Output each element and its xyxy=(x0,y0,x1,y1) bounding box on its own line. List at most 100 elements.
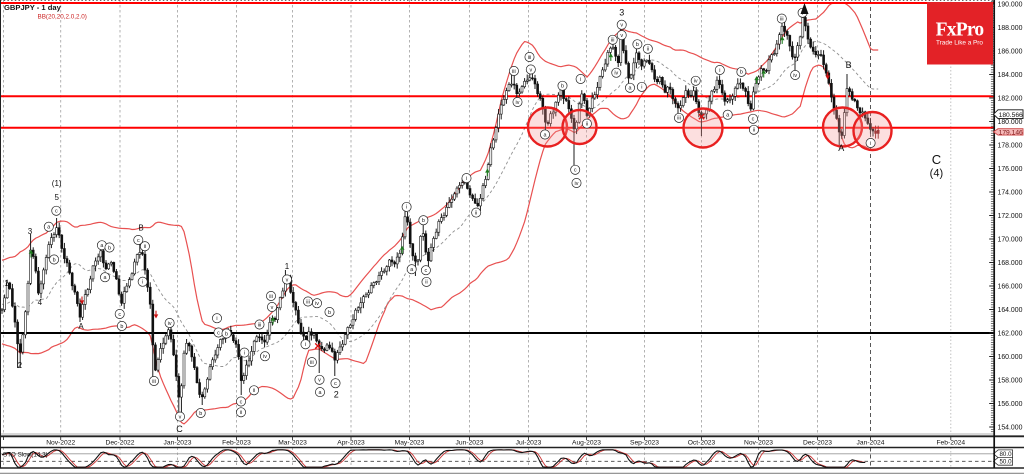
svg-text:186.000: 186.000 xyxy=(998,48,1023,55)
svg-text:iii: iii xyxy=(152,379,156,385)
svg-text:i: i xyxy=(305,342,306,348)
svg-text:Nov-2022: Nov-2022 xyxy=(46,439,75,446)
svg-text:ii: ii xyxy=(253,388,255,394)
svg-text:b: b xyxy=(328,310,331,316)
svg-text:v: v xyxy=(620,33,623,39)
svg-text:iv: iv xyxy=(575,181,579,187)
svg-text:ii: ii xyxy=(586,121,588,127)
svg-text:ii: ii xyxy=(475,210,477,216)
svg-text:BB(20,20,2.0,2.0): BB(20,20,2.0,2.0) xyxy=(38,14,87,21)
svg-text:A: A xyxy=(78,322,84,331)
svg-text:c: c xyxy=(240,399,243,405)
svg-text:3: 3 xyxy=(28,227,33,236)
svg-text:Mar-2023: Mar-2023 xyxy=(278,439,307,446)
svg-text:c: c xyxy=(752,117,755,123)
svg-text:B: B xyxy=(846,60,852,70)
svg-text:182.000: 182.000 xyxy=(998,95,1023,102)
svg-text:i: i xyxy=(580,77,581,83)
svg-text:Jul-2023: Jul-2023 xyxy=(516,439,542,446)
svg-text:iii: iii xyxy=(306,299,310,305)
svg-text:i: i xyxy=(466,176,467,182)
svg-text:1: 1 xyxy=(4,279,9,288)
svg-text:Jun-2023: Jun-2023 xyxy=(456,439,484,446)
svg-text:i: i xyxy=(641,85,642,91)
svg-text:Apr-2023: Apr-2023 xyxy=(337,439,365,446)
svg-text:50.0: 50.0 xyxy=(999,459,1012,466)
svg-text:iv: iv xyxy=(793,73,797,79)
svg-text:v: v xyxy=(286,277,289,283)
svg-text:188.000: 188.000 xyxy=(998,25,1023,32)
svg-text:b: b xyxy=(108,245,111,251)
svg-text:iii: iii xyxy=(528,55,532,61)
svg-text:ii: ii xyxy=(144,244,146,250)
svg-text:168.000: 168.000 xyxy=(998,260,1023,267)
svg-text:b: b xyxy=(120,324,123,330)
svg-text:a: a xyxy=(100,243,103,249)
svg-text:ii: ii xyxy=(753,128,755,134)
svg-text:C: C xyxy=(932,152,941,167)
svg-text:a: a xyxy=(319,390,322,396)
svg-text:iii: iii xyxy=(258,322,262,328)
svg-text:179.146: 179.146 xyxy=(999,129,1023,136)
svg-text:Dec-2022: Dec-2022 xyxy=(106,439,135,446)
svg-text:158.000: 158.000 xyxy=(998,377,1023,384)
svg-text:v: v xyxy=(179,414,182,420)
svg-text:a: a xyxy=(629,86,632,92)
svg-text:i: i xyxy=(719,68,720,74)
svg-text:iii: iii xyxy=(269,294,273,300)
svg-text:c: c xyxy=(574,168,577,174)
svg-text:(1): (1) xyxy=(52,179,62,188)
svg-text:Sep-2023: Sep-2023 xyxy=(630,439,659,446)
svg-text:iv: iv xyxy=(614,71,618,77)
svg-text:b: b xyxy=(225,331,228,337)
svg-text:B: B xyxy=(138,224,143,233)
svg-text:180.000: 180.000 xyxy=(998,119,1023,126)
svg-text:154.000: 154.000 xyxy=(998,424,1023,431)
svg-text:v: v xyxy=(271,305,274,311)
svg-text:Jan-2024: Jan-2024 xyxy=(857,439,885,446)
svg-text:iv: iv xyxy=(516,100,520,106)
svg-text:c: c xyxy=(425,268,428,274)
svg-text:Feb-2023: Feb-2023 xyxy=(222,439,251,446)
svg-text:c: c xyxy=(118,312,121,318)
svg-text:180.566: 180.566 xyxy=(999,112,1023,119)
svg-text:a: a xyxy=(410,267,413,273)
svg-text:80.0: 80.0 xyxy=(999,451,1012,458)
svg-text:i: i xyxy=(142,280,143,286)
svg-text:184.000: 184.000 xyxy=(998,72,1023,79)
svg-text:162.000: 162.000 xyxy=(998,330,1023,337)
svg-text:C: C xyxy=(176,424,183,434)
svg-text:Jan-2023: Jan-2023 xyxy=(164,439,192,446)
svg-text:v: v xyxy=(318,378,321,384)
svg-text:ii: ii xyxy=(425,280,427,286)
svg-text:(4): (4) xyxy=(930,168,943,180)
svg-text:iii: iii xyxy=(512,69,516,75)
svg-text:b: b xyxy=(53,257,56,263)
svg-text:ii: ii xyxy=(240,410,242,416)
svg-text:a: a xyxy=(544,132,547,138)
svg-text:GBPJPY - 1 day: GBPJPY - 1 day xyxy=(4,3,62,12)
svg-text:Dec-2023: Dec-2023 xyxy=(803,439,832,446)
svg-text:Feb-2024: Feb-2024 xyxy=(936,439,965,446)
svg-text:178.000: 178.000 xyxy=(998,142,1023,149)
svg-text:iv: iv xyxy=(694,79,698,85)
svg-text:2: 2 xyxy=(18,361,23,370)
svg-text:a: a xyxy=(726,113,729,119)
svg-text:b: b xyxy=(199,411,202,417)
svg-text:Aug-2023: Aug-2023 xyxy=(572,439,601,446)
svg-text:190.000: 190.000 xyxy=(998,1,1023,8)
svg-text:4: 4 xyxy=(38,298,43,307)
svg-text:c: c xyxy=(55,209,58,215)
svg-text:ii: ii xyxy=(647,47,649,53)
svg-text:b: b xyxy=(422,218,425,224)
svg-text:176.000: 176.000 xyxy=(998,166,1023,173)
svg-text:iii: iii xyxy=(611,38,615,44)
svg-text:A: A xyxy=(838,143,844,153)
svg-text:iii: iii xyxy=(310,360,314,366)
svg-text:5: 5 xyxy=(54,193,59,202)
svg-text:v: v xyxy=(529,67,532,73)
svg-text:c: c xyxy=(334,381,337,387)
svg-text:170.000: 170.000 xyxy=(998,236,1023,243)
svg-text:164.000: 164.000 xyxy=(998,307,1023,314)
svg-text:160.000: 160.000 xyxy=(998,354,1023,361)
